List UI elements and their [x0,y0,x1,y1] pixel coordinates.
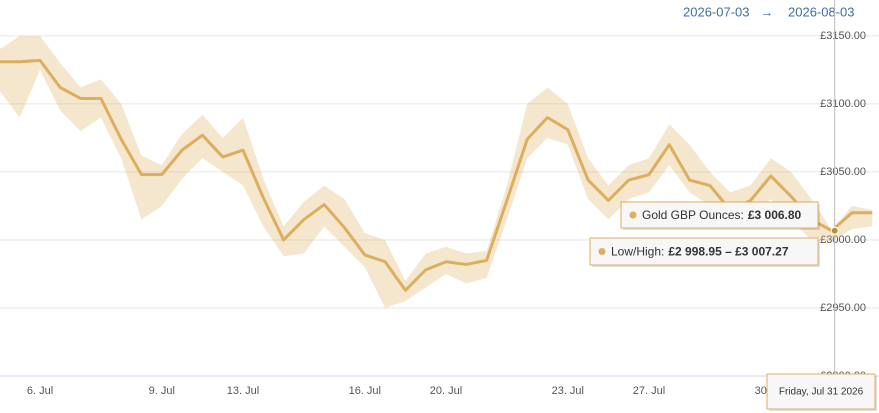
range-from[interactable]: 2026-07-03 [683,4,750,19]
y-tick-label: £3100.00 [820,98,866,110]
tooltip-label: Low/High: [611,245,664,259]
x-tick-label: 23. Jul [552,385,584,397]
tooltip-bullet [598,248,606,255]
tooltip-box [589,237,819,266]
x-tick-label: 16. Jul [349,385,381,397]
range-band [0,35,873,308]
range-to[interactable]: 2026-08-03 [788,4,855,19]
x-tick-label: 20. Jul [430,385,462,397]
grid: £2900.00£2950.00£3000.00£3050.00£3100.00… [0,30,879,397]
date-box [766,373,876,410]
tooltip-label: Gold GBP Ounces: [642,208,744,222]
tooltip-bullet [629,211,637,219]
y-tick-label: £3150.00 [820,30,866,42]
tooltip-text: Low/High: £2 998.95 – £3 007.27 [611,245,789,259]
x-tick-label: 6. Jul [27,385,53,397]
x-tick-label: 9. Jul [149,385,175,397]
y-tick-label: £3000.00 [820,234,866,246]
tooltip-value: £2 998.95 – £3 007.27 [668,245,788,259]
x-tick-label: 13. Jul [227,385,259,397]
x-tick-label: 27. Jul [633,385,665,397]
tooltip-value: £3 006.80 [748,208,802,222]
overlay: Gold GBP Ounces: £3 006.80 Low/High: £2 998… [589,0,877,411]
y-tick-label: £2950.00 [820,302,866,314]
range-separator: → [761,4,774,19]
tooltip-box [620,201,819,229]
hover-point [830,226,839,235]
tooltip-date: Friday, Jul 31 2026 [779,387,864,398]
tooltip-text: Gold GBP Ounces: £3 006.80 [642,208,802,222]
y-tick-label: £3050.00 [820,166,866,178]
